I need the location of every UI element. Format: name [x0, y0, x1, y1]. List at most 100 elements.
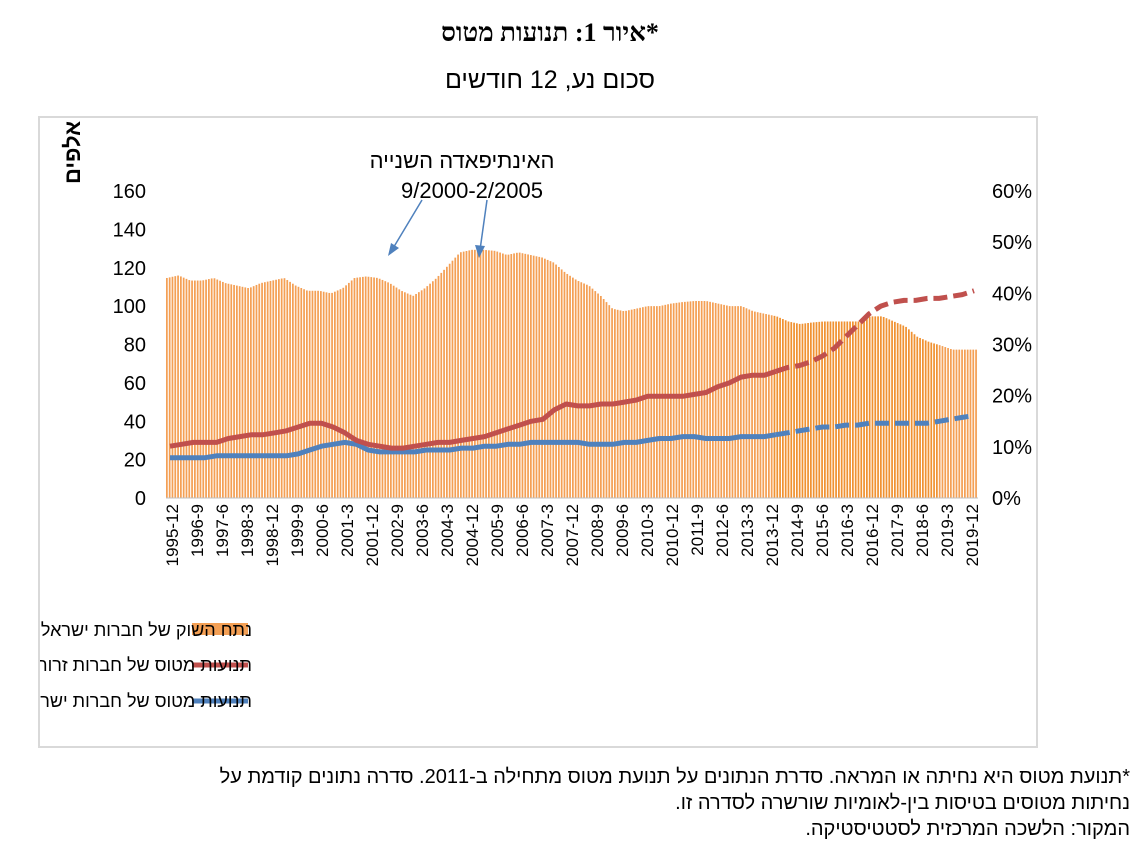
market-share-bar — [913, 334, 916, 498]
market-share-bar — [205, 279, 207, 498]
market-share-bar — [854, 321, 857, 498]
market-share-bar — [899, 324, 902, 498]
market-share-bar — [714, 303, 717, 498]
market-share-bar — [975, 349, 977, 498]
x-tick-label: 2011-9 — [688, 504, 707, 556]
market-share-bar — [580, 282, 583, 498]
market-share-bar — [213, 278, 216, 498]
market-share-bar — [418, 292, 420, 498]
market-share-bar — [779, 317, 781, 498]
market-share-bar — [194, 280, 196, 498]
market-share-bar — [264, 282, 266, 498]
market-share-bar — [832, 321, 835, 498]
market-share-bar — [656, 306, 658, 499]
x-tick-label: 2001-3 — [338, 504, 357, 557]
legend-item-israeli: תנועות מטוס של חברות ישראליות (סכום 12 ח… — [40, 691, 252, 711]
market-share-bar — [367, 276, 370, 498]
market-share-bar — [280, 278, 283, 498]
market-share-bar — [188, 280, 191, 498]
market-share-bar — [726, 305, 728, 498]
market-share-bar — [294, 285, 297, 498]
x-tick-label: 2001-12 — [363, 504, 382, 566]
x-tick-label: 2003-6 — [413, 504, 432, 557]
market-share-bar — [782, 319, 784, 498]
market-share-bar — [230, 284, 233, 498]
market-share-bar — [784, 320, 787, 498]
market-share-bars — [166, 249, 977, 499]
market-share-bar — [947, 348, 949, 498]
market-share-bar — [675, 302, 678, 498]
market-share-bar — [359, 277, 361, 498]
market-share-bar — [958, 349, 961, 498]
market-share-bar — [266, 281, 269, 498]
market-share-bar — [252, 286, 255, 498]
market-share-bar — [768, 314, 770, 498]
market-share-bar — [222, 281, 224, 498]
left-tick-label: 40 — [124, 411, 146, 433]
market-share-bar — [857, 321, 860, 498]
market-share-bar — [569, 275, 571, 498]
market-share-bar — [790, 322, 793, 498]
x-tick-label: 2002-9 — [388, 504, 407, 557]
market-share-bar — [840, 321, 843, 498]
market-share-bar — [902, 325, 905, 498]
x-tick-label: 2019-12 — [963, 504, 982, 566]
market-share-bar — [933, 343, 935, 498]
market-share-bar — [261, 282, 263, 498]
market-share-bar — [328, 292, 331, 498]
market-share-bar — [504, 254, 507, 498]
x-tick-label: 1999-9 — [288, 504, 307, 557]
market-share-bar — [174, 276, 177, 498]
market-share-bar — [748, 309, 751, 498]
market-share-bar — [670, 303, 672, 498]
market-share-bar — [462, 251, 465, 498]
market-share-bar — [182, 277, 185, 498]
market-share-bar — [479, 249, 482, 498]
left-tick-label: 160 — [113, 181, 146, 203]
market-share-bar — [320, 291, 322, 498]
market-share-bar — [541, 257, 543, 498]
market-share-bar — [429, 283, 431, 498]
market-share-bar — [233, 284, 235, 498]
market-share-bar — [437, 275, 440, 498]
market-share-bar — [712, 302, 714, 498]
left-tick-label: 140 — [113, 219, 146, 241]
market-share-bar — [630, 309, 633, 498]
market-share-bar — [647, 306, 650, 499]
market-share-bar — [300, 288, 303, 498]
market-share-bar — [278, 279, 280, 498]
market-share-bar — [966, 349, 969, 498]
market-share-bar — [577, 281, 580, 498]
market-share-bar — [829, 321, 832, 498]
market-share-bar — [849, 321, 851, 498]
market-share-bar — [639, 307, 641, 498]
market-share-bar — [423, 288, 426, 498]
market-share-bar — [392, 285, 395, 498]
legend-label-market-share: נתח השוק של חברות ישראליות (הציר הימני) — [40, 620, 252, 640]
market-share-bar — [317, 290, 319, 498]
market-share-bar — [810, 322, 812, 498]
market-share-bar — [574, 279, 577, 498]
market-share-bar — [527, 254, 529, 498]
market-share-bar — [384, 281, 387, 498]
market-share-bar — [283, 278, 286, 498]
market-share-bar — [532, 255, 535, 498]
right-tick-label: 0% — [992, 488, 1021, 510]
market-share-bar — [745, 308, 748, 498]
x-tick-label: 2004-3 — [438, 504, 457, 557]
market-share-bar — [180, 276, 182, 498]
market-share-bar — [387, 282, 389, 498]
market-share-bar — [684, 301, 686, 498]
x-tick-label: 1996-9 — [188, 504, 207, 557]
market-share-bar — [700, 301, 703, 498]
market-share-bar — [955, 349, 958, 498]
market-share-bar — [406, 293, 409, 498]
market-share-bar — [597, 293, 599, 498]
market-share-bar — [927, 341, 930, 498]
foreign-movements-line-dashed — [775, 288, 975, 374]
market-share-bar — [336, 290, 339, 498]
market-share-bar — [432, 281, 434, 498]
legend-label-israeli: תנועות מטוס של חברות ישראליות (סכום 12 ח… — [40, 691, 252, 711]
market-share-bar — [863, 319, 865, 498]
market-share-bar — [513, 253, 515, 498]
